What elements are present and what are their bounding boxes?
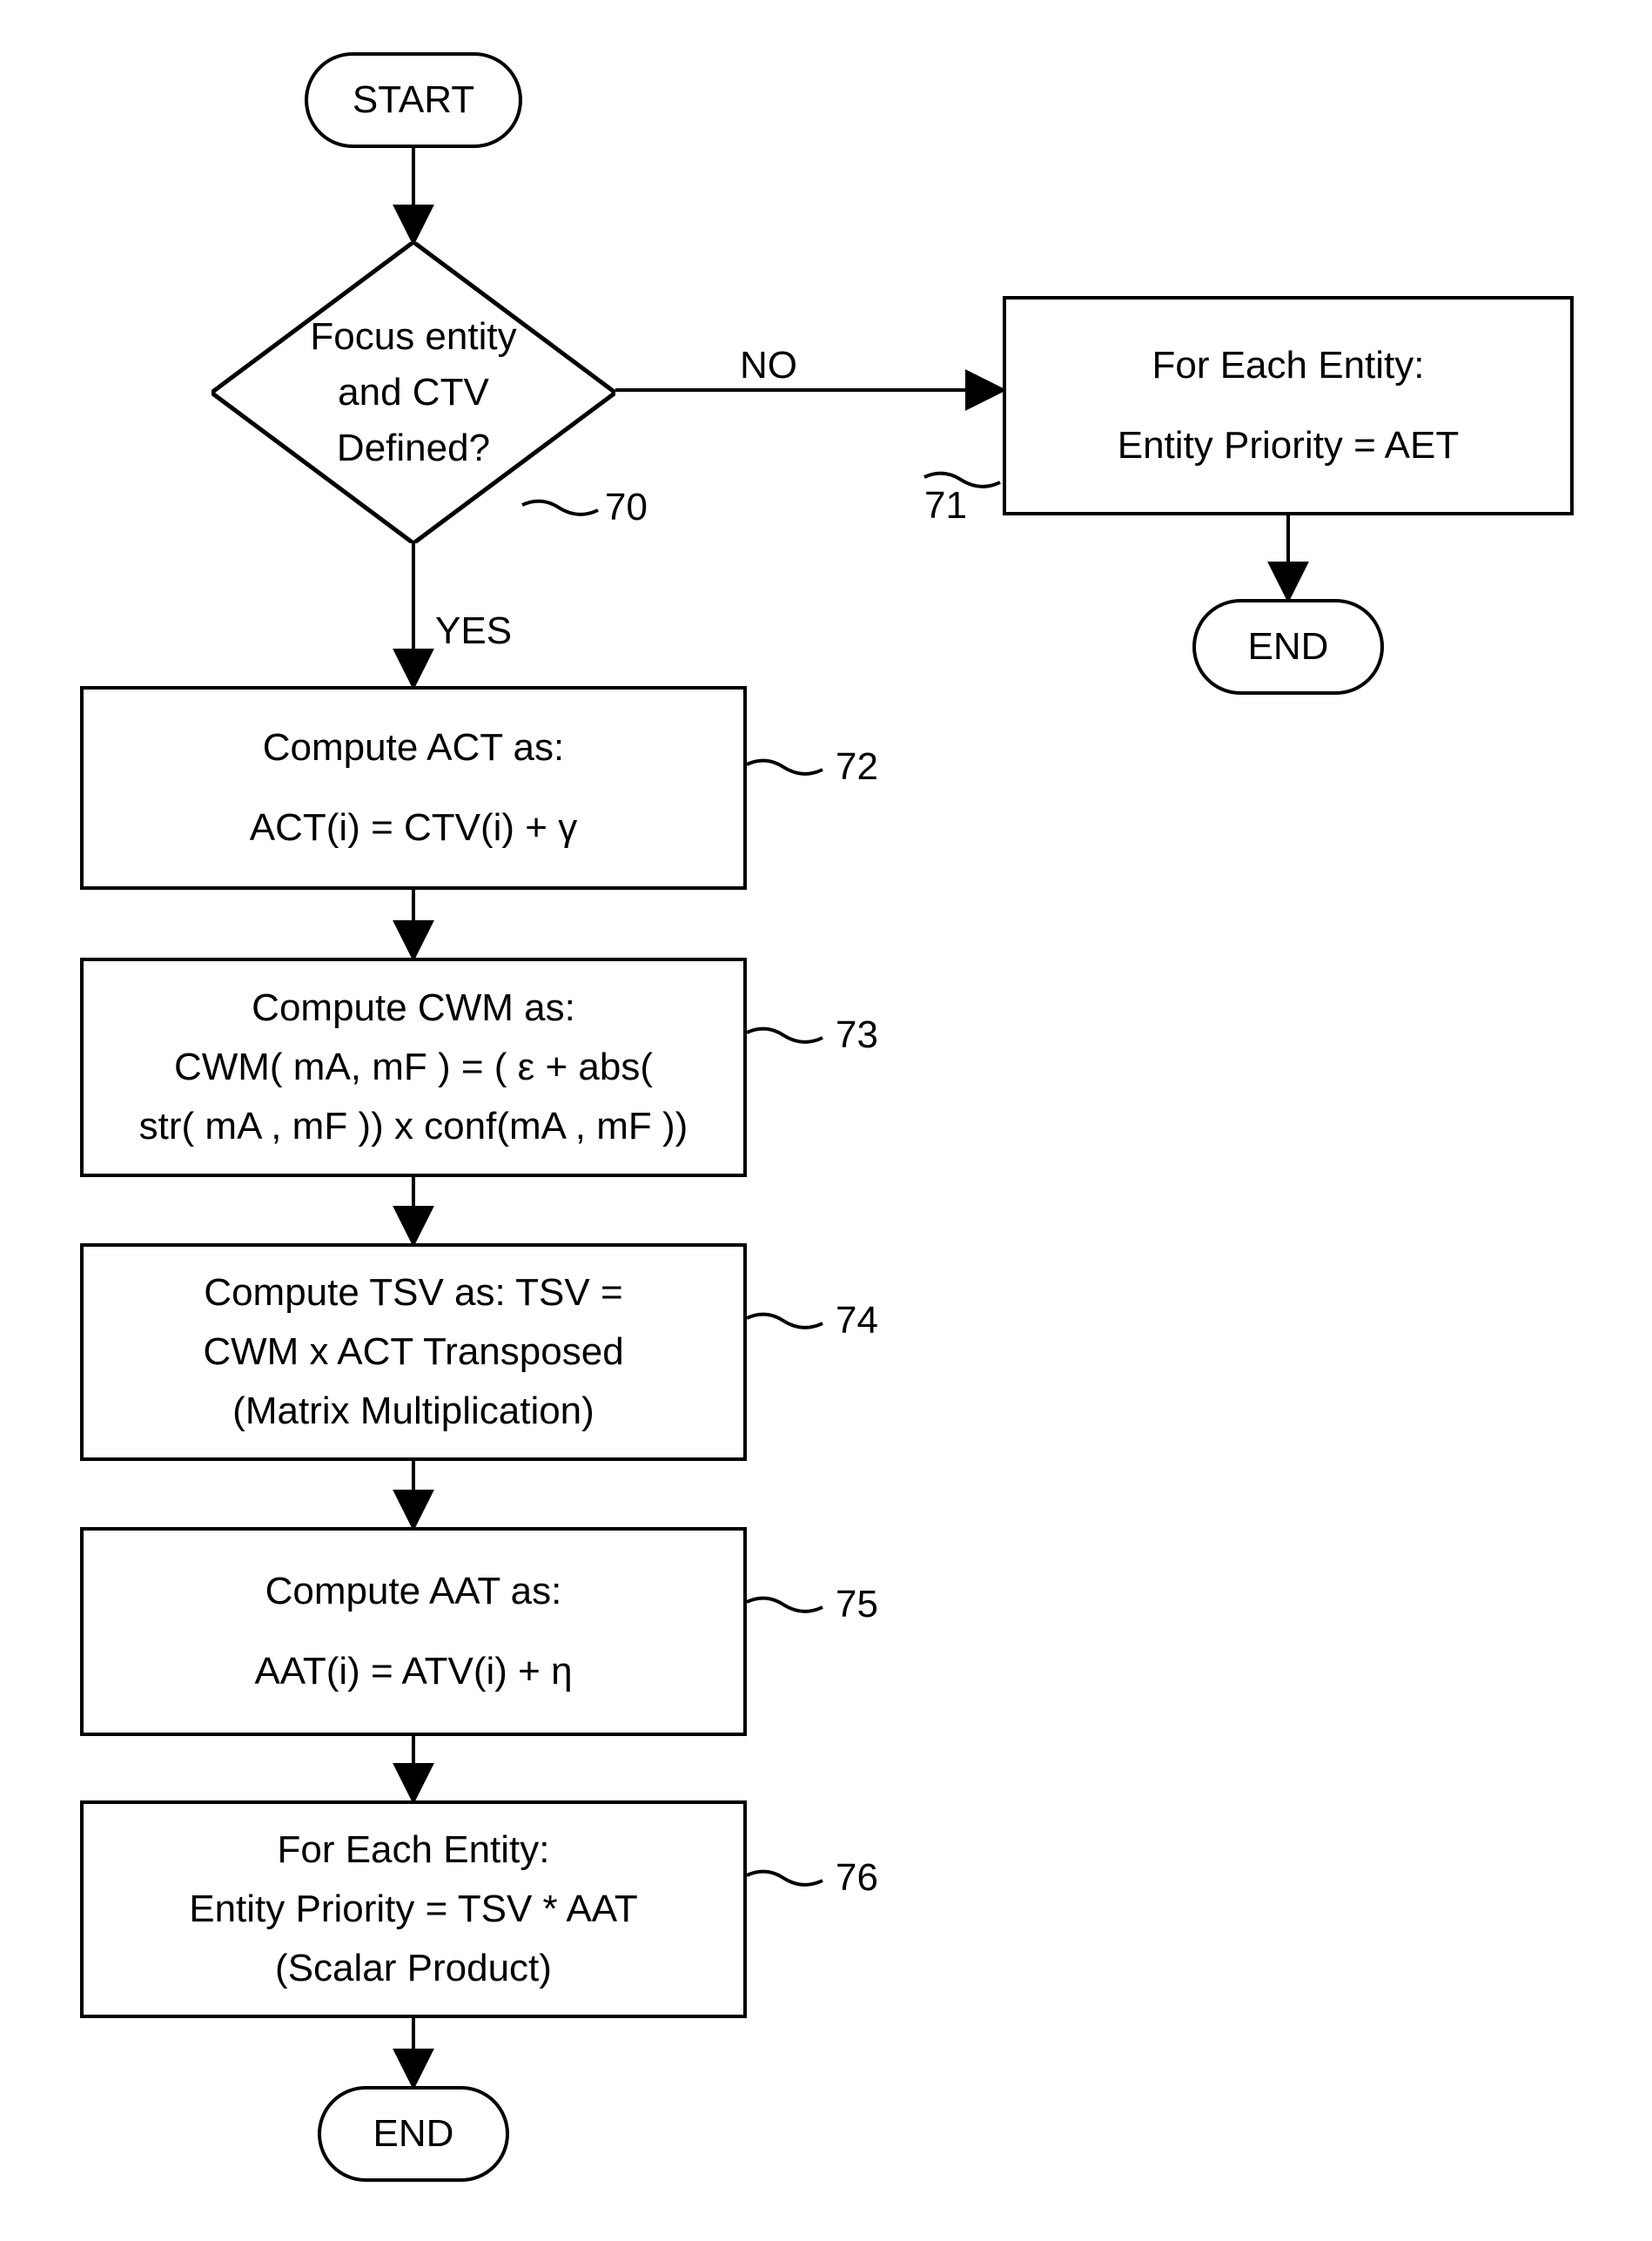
terminator-end2-text: END [373,2112,454,2156]
terminator-start-text: START [353,78,474,122]
p74-line2: CWM x ACT Transposed [203,1322,623,1382]
p74-line1: Compute TSV as: TSV = [204,1263,622,1322]
ref-72: 72 [836,745,878,789]
p72-line1: Compute ACT as: [263,718,564,777]
process-73: Compute CWM as: CWM( mA, mF ) = ( ε + ab… [80,958,747,1177]
process-75: Compute AAT as: AAT(i) = ATV(i) + η [80,1527,747,1736]
terminator-end-2: END [318,2086,509,2182]
p74-line3: (Matrix Multiplication) [232,1382,594,1441]
ref-73: 73 [836,1013,878,1057]
ref-71: 71 [924,484,967,528]
process-72: Compute ACT as: ACT(i) = CTV(i) + γ [80,686,747,890]
decision-focus-ctv: Focus entity and CTV Defined? [212,242,615,543]
p75-line2: AAT(i) = ATV(i) + η [254,1642,572,1701]
decision-line1: Focus entity [310,309,516,365]
p73-line3: str( mA , mF )) x conf(mA , mF )) [139,1097,688,1156]
p72-line2: ACT(i) = CTV(i) + γ [250,798,577,858]
p71-line1: For Each Entity: [1152,336,1424,395]
process-71: For Each Entity: Entity Priority = AET [1003,296,1574,515]
ref-75: 75 [836,1583,878,1626]
decision-line3: Defined? [310,421,516,476]
p73-line1: Compute CWM as: [252,979,575,1038]
ref-76: 76 [836,1856,878,1900]
terminator-end1-text: END [1248,625,1329,669]
terminator-start: START [305,52,522,148]
ref-74: 74 [836,1299,878,1343]
p76-line1: For Each Entity: [277,1820,549,1880]
terminator-end-1: END [1192,599,1384,695]
p73-line2: CWM( mA, mF ) = ( ε + abs( [174,1038,653,1097]
label-no: NO [740,344,797,387]
label-yes: YES [435,609,512,653]
ref-70: 70 [605,486,648,529]
p75-line1: Compute AAT as: [265,1562,562,1621]
process-76: For Each Entity: Entity Priority = TSV *… [80,1800,747,2018]
p76-line2: Entity Priority = TSV * AAT [189,1880,638,1939]
decision-line2: and CTV [310,365,516,421]
p71-line2: Entity Priority = AET [1118,416,1459,475]
process-74: Compute TSV as: TSV = CWM x ACT Transpos… [80,1243,747,1461]
p76-line3: (Scalar Product) [275,1939,552,1998]
